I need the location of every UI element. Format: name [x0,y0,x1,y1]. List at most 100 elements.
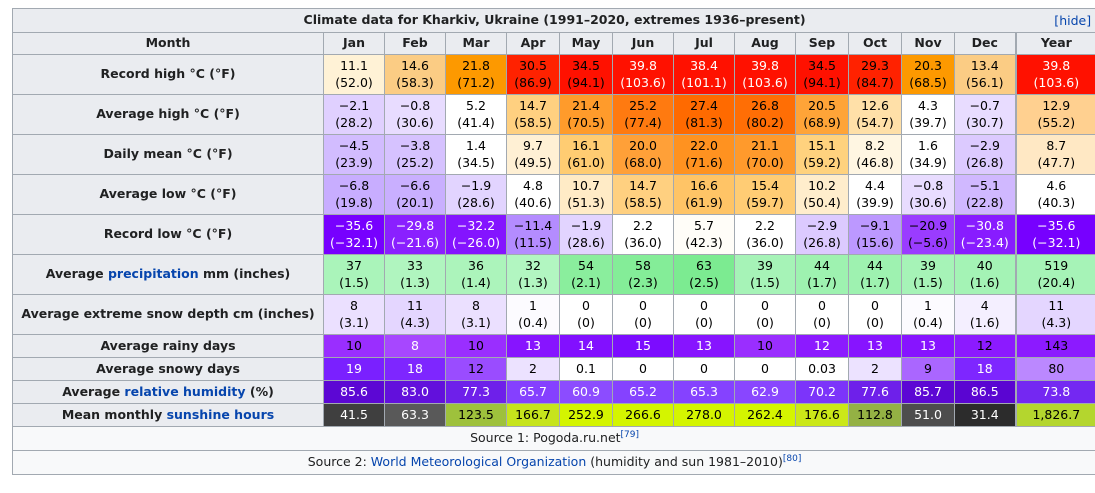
data-cell: 34.5 (94.1) [559,54,613,95]
cell-value: 77.3 [462,383,490,399]
data-cell: 36 (1.4) [445,254,507,295]
data-cell: 54 (2.1) [559,254,613,295]
cell-value: 14.6 [401,58,429,74]
cell-converted-value: (0) [577,314,595,330]
cell-converted-value: (71.2) [457,74,495,90]
data-cell: 0 (0) [559,294,613,335]
cell-value: 8.2 [865,138,885,154]
source-row-2: Source 2: World Meteorological Organizat… [11,450,1095,475]
data-cell: 38.4 (101.1) [673,54,735,95]
cell-value: 0 [700,360,708,376]
cell-converted-value: (23.9) [335,154,373,170]
data-cell: 11 (4.3) [1014,294,1095,335]
cell-value: 9 [924,360,932,376]
column-header-apr: Apr [506,32,560,55]
cell-value: 1 [529,298,537,314]
source-row-1: Source 1: Pogoda.ru.net[79] [11,426,1095,451]
data-cell: 0 [673,357,735,381]
data-cell: −5.1 (22.8) [954,174,1016,215]
cell-value: 70.2 [808,383,836,399]
cell-converted-value: (58.3) [396,74,434,90]
cell-value: 10.2 [808,178,836,194]
data-cell: 73.8 [1014,380,1095,404]
column-header-feb: Feb [384,32,446,55]
data-cell: 39 (1.5) [734,254,796,295]
row-header-link[interactable]: relative humidity [124,383,246,399]
reference-link[interactable]: [80] [782,454,802,465]
cell-value: 21.8 [462,58,490,74]
cell-converted-value: (−23.4) [960,234,1009,250]
cell-value: 166.7 [515,406,551,422]
data-cell: 44 (1.7) [848,254,902,295]
cell-converted-value: (86.9) [514,74,552,90]
cell-value: 8 [472,298,480,314]
column-header-nov: Nov [901,32,955,55]
data-cell: 14 [559,334,613,358]
cell-converted-value: (39.7) [909,114,947,130]
data-cell: 9.7 (49.5) [506,134,560,175]
cell-value: 0 [639,360,647,376]
cell-value: 44 [814,258,830,274]
data-cell: −0.8 (30.6) [901,174,955,215]
row-header-link[interactable]: precipitation [107,266,199,282]
cell-value: 1.4 [466,138,486,154]
row-header-suffix: (%) [245,383,274,399]
cell-value: 16.6 [690,178,718,194]
cell-value: 34.5 [572,58,600,74]
cell-value: 86.5 [970,383,999,399]
cell-value: 0 [818,298,826,314]
cell-converted-value: (70.5) [567,114,605,130]
table-title: Climate data for Kharkiv, Ukraine (1991–… [303,12,806,28]
data-cell: 10 [323,334,385,358]
cell-converted-value: (56.1) [965,74,1004,90]
cell-converted-value: (0) [695,314,713,330]
cell-converted-value: (−5.6) [907,234,949,250]
cell-converted-value: (30.7) [965,114,1004,130]
cell-converted-value: (1.7) [860,274,890,290]
data-cell: 22.0 (71.6) [673,134,735,175]
data-cell: 4.4 (39.9) [848,174,902,215]
cell-value: 15 [635,337,651,353]
cell-converted-value: (1.6) [969,314,1000,330]
cell-converted-value: (20.1) [396,194,434,210]
cell-value: 40 [976,258,993,274]
wmo-link[interactable]: World Meteorological Organization [370,454,587,470]
cell-converted-value: (55.2) [1037,114,1076,130]
cell-value: 65.2 [629,383,657,399]
data-cell: 166.7 [506,403,560,427]
data-cell: −2.9 (26.8) [954,134,1016,175]
reference-link[interactable]: [79] [620,430,640,441]
cell-converted-value: (68.5) [909,74,947,90]
data-cell: −1.9 (28.6) [445,174,507,215]
cell-value: 10 [468,337,484,353]
data-cell: 13 [673,334,735,358]
cell-value: 13.4 [970,58,999,74]
cell-value: 21.1 [751,138,779,154]
cell-converted-value: (30.6) [909,194,947,210]
cell-converted-value: (61.0) [567,154,605,170]
data-cell: −32.2 (−26.0) [445,214,507,255]
data-cell: 39.8 (103.6) [1014,54,1095,95]
hide-link[interactable]: hide [1059,13,1087,28]
data-cell: 112.8 [848,403,902,427]
cell-converted-value: (40.3) [1037,194,1076,210]
cell-value: 21.4 [572,98,600,114]
cell-value: 63.3 [401,406,429,422]
data-cell: 18 [384,357,446,381]
data-cell: 123.5 [445,403,507,427]
cell-value: 4.4 [865,178,885,194]
column-header-month: Month [12,32,324,55]
cell-converted-value: (0) [756,314,774,330]
row-header-link[interactable]: sunshine hours [166,406,275,422]
cell-value: 5.7 [694,218,714,234]
data-cell: 11.1 (52.0) [323,54,385,95]
cell-value: 519 [1044,258,1069,274]
cell-value: 2.2 [633,218,653,234]
data-cell: 1 (0.4) [506,294,560,335]
cell-value: 41.5 [340,406,368,422]
data-cell: 1.6 (34.9) [901,134,955,175]
cell-value: −3.8 [399,138,431,154]
data-cell: 2 [506,357,560,381]
cell-value: 2 [529,360,537,376]
climate-table: Climate data for Kharkiv, Ukraine (1991–… [11,8,1095,475]
